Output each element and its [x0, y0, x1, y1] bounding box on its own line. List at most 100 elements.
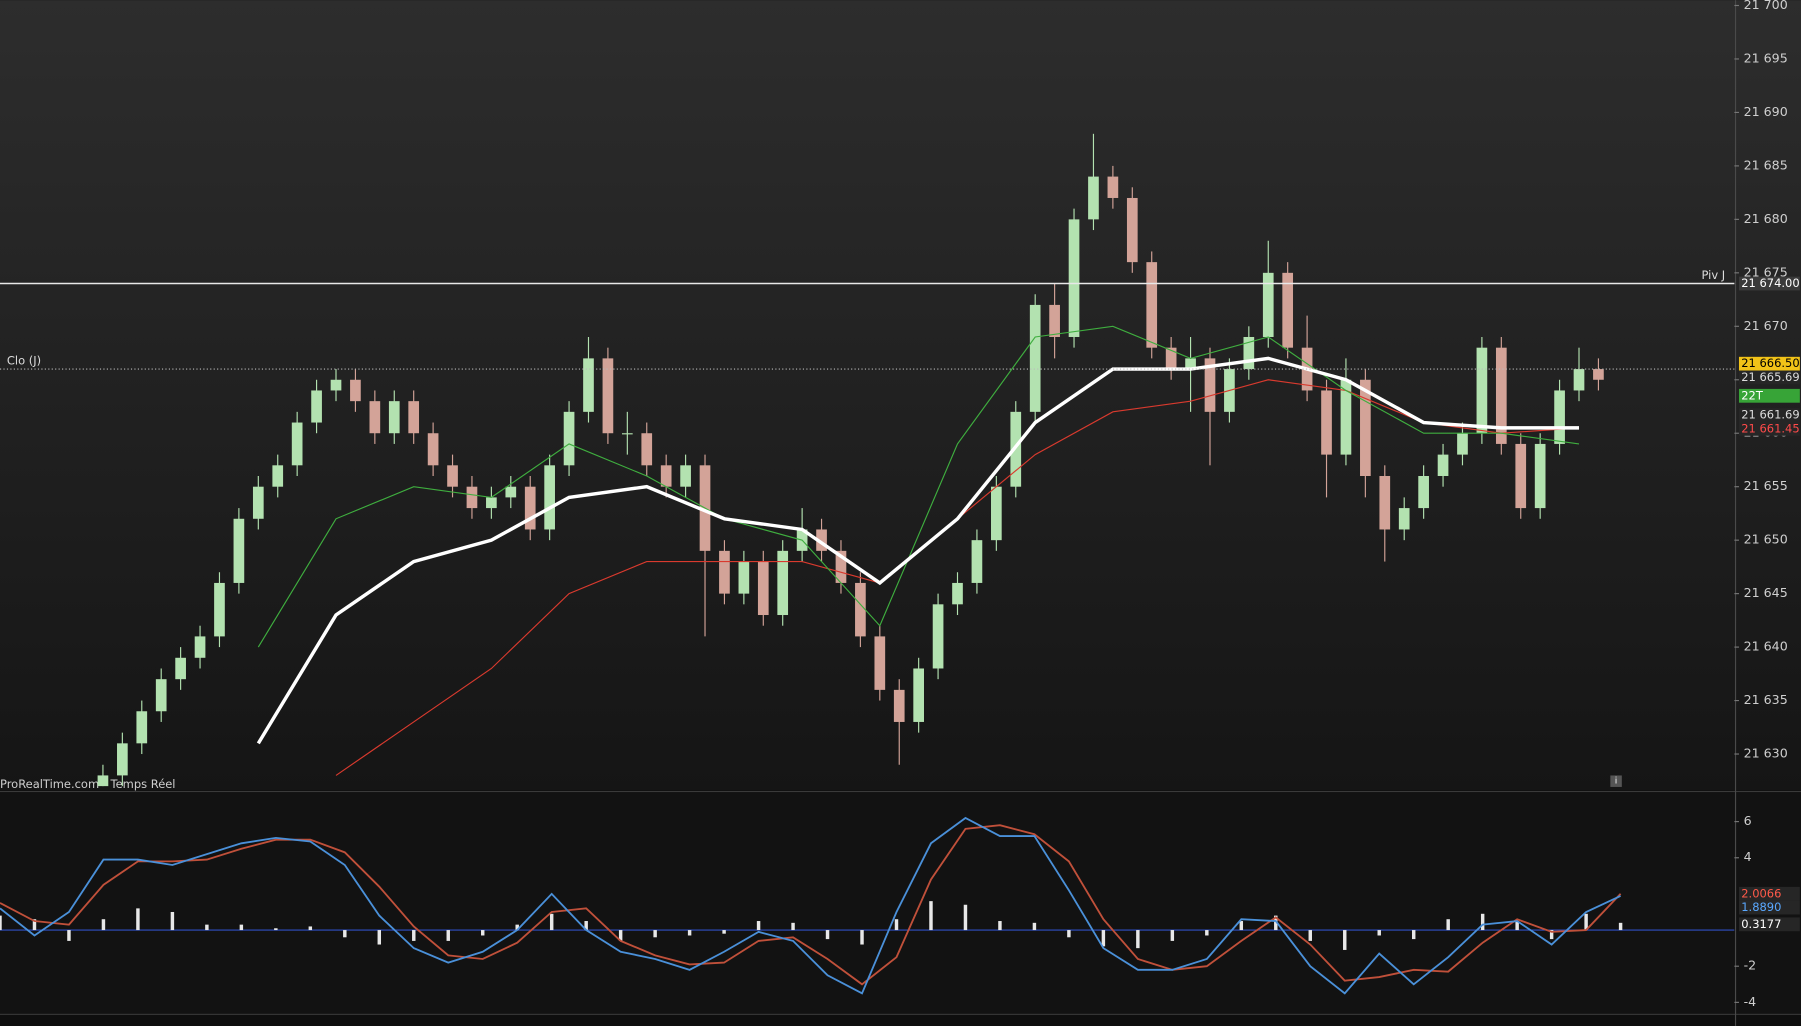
y-tick-label: 21 700: [1744, 0, 1788, 12]
histogram-bar: [377, 930, 382, 945]
candle-body: [1204, 358, 1216, 412]
macd-plot: [0, 816, 1735, 995]
price-tag-label: 21 666.50: [1741, 356, 1799, 370]
candle-body: [855, 582, 866, 637]
candle-body: [155, 679, 167, 712]
histogram-bar: [1343, 930, 1347, 950]
macd-line: [0, 816, 1621, 995]
candle-body: [991, 486, 1002, 541]
candle-body: [291, 422, 303, 466]
candle-body: [757, 561, 769, 616]
y-tick-label: 4: [1744, 849, 1752, 864]
candle-body: [874, 636, 886, 690]
y-tick-label: 21 650: [1744, 532, 1788, 547]
y-tick-label: 21 655: [1744, 478, 1788, 493]
candle-body: [1029, 304, 1041, 412]
histogram-bar: [67, 930, 71, 941]
histogram-bar: [584, 921, 588, 931]
histogram-bar: [998, 921, 1002, 931]
price-tag: [1738, 886, 1800, 901]
candle-body: [1437, 454, 1449, 477]
candle-body: [1126, 197, 1138, 263]
histogram-bar: [1239, 921, 1244, 931]
y-tick-label: 21 690: [1744, 104, 1788, 119]
candle-body: [524, 486, 536, 530]
candle-body: [583, 358, 594, 412]
candle-body: [1088, 176, 1099, 220]
candle-body: [1049, 304, 1060, 337]
histogram-bar: [446, 930, 450, 941]
candle-body: [1107, 176, 1119, 198]
candle-body: [311, 390, 322, 423]
candle-body: [330, 379, 342, 391]
candle-body: [602, 358, 614, 434]
candle-body: [369, 401, 381, 434]
candle-body: [1185, 358, 1196, 370]
candle-body: [272, 465, 284, 487]
candle-body: [660, 465, 672, 487]
price-tag-label: 1.8890: [1741, 900, 1781, 914]
y-tick-label: -4: [1744, 994, 1757, 1009]
info-icon[interactable]: [1610, 775, 1622, 787]
price-tag: [1738, 900, 1800, 915]
candle-body: [777, 550, 789, 616]
candle-body: [1457, 433, 1468, 455]
price-tag-label: 22T: [1741, 388, 1764, 402]
watermark: ProRealTime.com - Temps Réel: [0, 777, 176, 791]
price-tag: [1738, 388, 1800, 403]
candle-body: [1282, 272, 1294, 348]
candle-body: [913, 668, 924, 722]
candle-body: [175, 657, 186, 680]
level-label: Clo (J): [7, 354, 41, 368]
histogram-bar: [481, 930, 485, 936]
price-tag: [1738, 917, 1800, 932]
candle-body: [252, 486, 264, 519]
price-tag-label: 2.0066: [1741, 886, 1781, 900]
moving-average: [257, 325, 1580, 648]
candle-body: [738, 561, 750, 594]
candle-body: [505, 486, 517, 498]
histogram-bar: [274, 928, 278, 931]
histogram-bar: [1515, 921, 1519, 931]
candle-body: [1593, 369, 1604, 380]
histogram-bar: [549, 913, 554, 931]
candle-body: [1534, 443, 1546, 509]
candle-body: [136, 711, 148, 744]
candle-body: [719, 550, 730, 594]
histogram-bar: [1411, 930, 1416, 940]
candle-body: [486, 497, 497, 509]
histogram-bar: [170, 911, 175, 931]
histogram-bar: [929, 901, 933, 931]
histogram-bar: [1308, 930, 1312, 941]
histogram-bar: [722, 930, 726, 934]
histogram-bar: [1584, 913, 1588, 931]
histogram-bar: [687, 930, 692, 936]
price-tag: [1738, 422, 1800, 436]
candle-body: [1476, 347, 1488, 434]
candle-body: [563, 411, 575, 466]
histogram-bar: [825, 930, 830, 940]
price-tag-label: 21 661.69: [1741, 408, 1799, 422]
candle-body: [388, 401, 400, 434]
y-tick-label: 21 680: [1744, 211, 1788, 226]
price-tag: [1738, 356, 1800, 371]
y-tick-label: 21 695: [1744, 50, 1788, 65]
histogram-bar: [1101, 930, 1106, 947]
price-tag: [1738, 408, 1800, 423]
candle-body: [350, 379, 361, 402]
candle-body: [1068, 219, 1080, 337]
candle-body: [1379, 476, 1391, 530]
candle-body: [97, 775, 109, 787]
candle-body: [1321, 390, 1332, 455]
price-tag-label: 21 674.00: [1741, 276, 1799, 290]
candle-body: [1515, 443, 1527, 509]
candle-body: [1495, 347, 1507, 444]
price-panel: [0, 0, 1801, 791]
candle-body: [544, 465, 555, 530]
price-plot: [97, 133, 1604, 787]
candle-body: [1360, 379, 1371, 477]
candle-body: [214, 582, 225, 637]
candle-body: [1398, 508, 1410, 530]
candle-body: [816, 529, 827, 551]
